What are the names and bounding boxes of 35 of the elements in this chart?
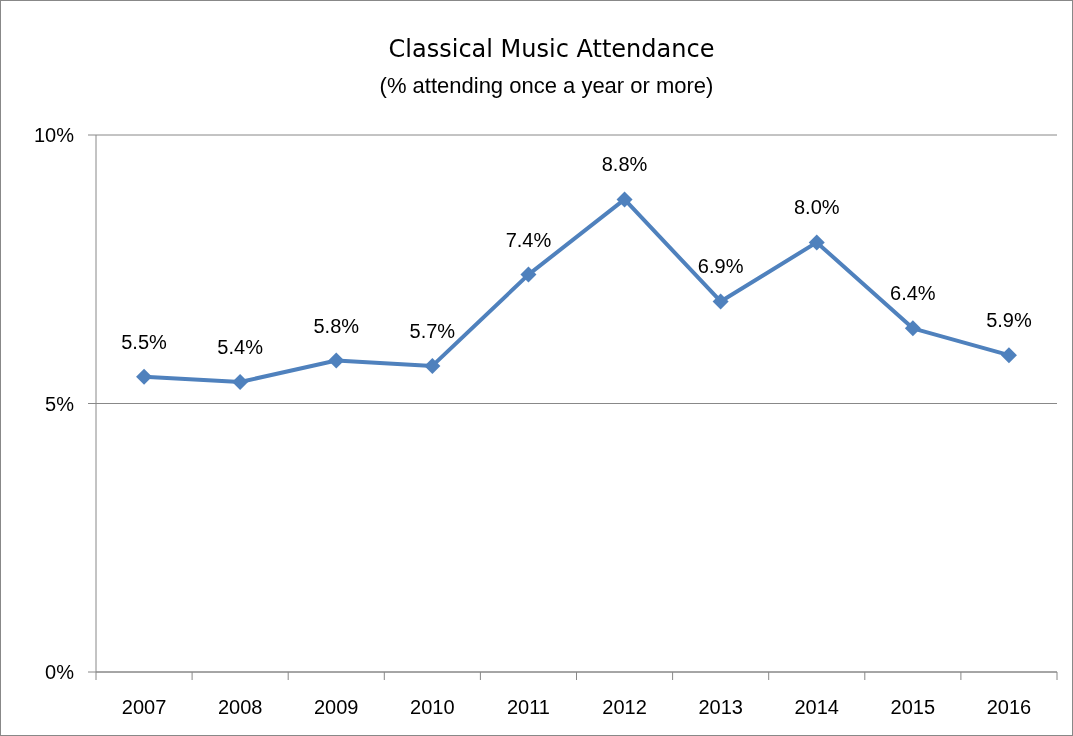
x-tick-label: 2007 bbox=[121, 696, 167, 718]
point bbox=[424, 357, 441, 374]
text: 5.4% bbox=[217, 336, 263, 359]
y-tick-label: 10% bbox=[33, 124, 75, 146]
x-tick-label: 2009 bbox=[314, 696, 359, 718]
text: 8.8% bbox=[601, 153, 648, 176]
x-tick-label: 2008 bbox=[217, 696, 263, 718]
x-tick-label: 2011 bbox=[506, 696, 550, 718]
text: 5.7% bbox=[409, 319, 456, 342]
point bbox=[712, 293, 729, 310]
point bbox=[616, 191, 633, 208]
y-tick-label: 0% bbox=[45, 661, 75, 683]
text: 5.8% bbox=[313, 314, 360, 337]
point bbox=[904, 320, 921, 337]
text: 5.9% bbox=[986, 309, 1032, 332]
text: 6.9% bbox=[697, 255, 744, 278]
point bbox=[808, 234, 825, 251]
x-tick-label: 2012 bbox=[602, 696, 647, 718]
x-tick-label: 2014 bbox=[794, 696, 839, 718]
text: 7.4% bbox=[505, 228, 552, 251]
x-tick-label: 2016 bbox=[986, 696, 1032, 718]
point bbox=[136, 368, 153, 385]
chart-title: Classical Music Attendance bbox=[388, 35, 715, 63]
text: 6.4% bbox=[890, 282, 936, 305]
point bbox=[520, 266, 537, 283]
x-tick-label: 2013 bbox=[698, 696, 743, 718]
point bbox=[232, 374, 249, 391]
x-tick-label: 2015 bbox=[890, 696, 936, 718]
text: 5.5% bbox=[121, 330, 167, 353]
chart-subtitle: (% attending once a year or more) bbox=[379, 73, 714, 98]
x-tick-label: 2010 bbox=[410, 696, 455, 718]
y-tick-label: 5% bbox=[45, 392, 75, 415]
text: 8.0% bbox=[793, 196, 840, 219]
point bbox=[1000, 347, 1017, 364]
point bbox=[328, 352, 345, 369]
